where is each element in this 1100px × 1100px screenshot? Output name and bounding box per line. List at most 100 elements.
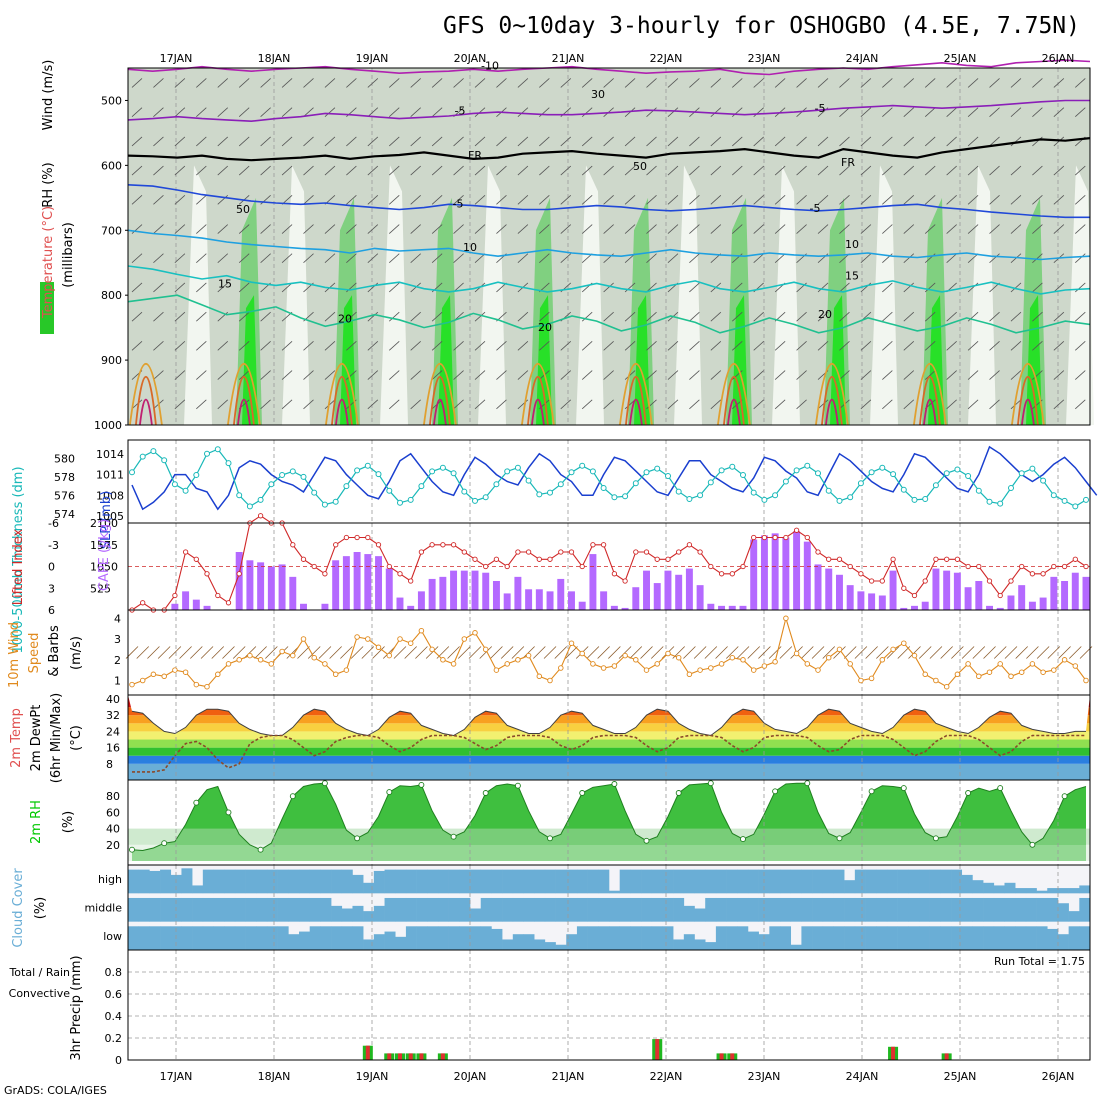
isotherm-20	[127, 294, 1091, 334]
wind-barb	[196, 311, 207, 322]
temp-tick-label: 16	[106, 742, 120, 755]
wind-barb	[603, 165, 614, 176]
wind-barb	[882, 195, 893, 205]
wind-barb	[946, 195, 957, 205]
rh-legend-swatch	[40, 282, 54, 334]
wind-barb	[431, 341, 443, 351]
wind10-marker	[332, 671, 339, 678]
wind-barb	[388, 253, 400, 264]
cape-bar	[342, 556, 350, 610]
wind-barb	[924, 136, 936, 147]
wind-barb	[581, 341, 593, 351]
cloud-middle-bar	[566, 897, 578, 922]
wind10-marker	[718, 661, 725, 667]
rh2m-axis-label: 2m RH	[29, 800, 44, 844]
wind-barb	[131, 136, 143, 147]
surface-wind-barb	[500, 646, 514, 659]
cloud-low-bar	[480, 926, 492, 950]
cloud-middle-bar	[1025, 897, 1037, 922]
wind-barb	[967, 253, 979, 264]
cape-bar	[568, 591, 575, 610]
cloud-low-bar	[534, 939, 546, 950]
rh2m-marker	[997, 785, 1004, 792]
li-marker	[568, 549, 575, 555]
cloud-low-bar	[555, 944, 567, 950]
surface-wind-barb	[918, 646, 932, 659]
thickness-marker	[257, 496, 264, 503]
wind-barb	[689, 165, 700, 176]
wind-barb	[153, 165, 164, 176]
wind-barb	[539, 107, 550, 117]
wind-barb	[581, 165, 593, 176]
surface-wind-barb	[436, 646, 450, 659]
thermal-contour	[429, 375, 451, 426]
cape-bar	[900, 607, 908, 610]
wind-barb	[1032, 107, 1043, 117]
wind-barb	[303, 253, 314, 264]
wind-barb	[260, 224, 271, 234]
thermal-contour	[521, 362, 555, 426]
cloud-middle-bar	[395, 897, 407, 922]
isotach-label: 50	[633, 160, 647, 173]
cloud-middle-bar	[619, 897, 631, 922]
isotherm-label: -5	[455, 105, 466, 118]
wind-barb	[474, 370, 486, 380]
cloud-high-bar	[598, 869, 610, 894]
wind10-marker	[1018, 669, 1025, 675]
wind-barb	[774, 136, 786, 147]
cape-bar	[600, 591, 608, 610]
surface-wind-barb	[801, 646, 814, 659]
date-label-top: 20JAN	[454, 52, 487, 65]
wind-barb	[217, 195, 229, 205]
thickness-marker	[632, 480, 639, 487]
temp-mask-above	[128, 695, 1090, 736]
wind-barb	[153, 195, 164, 205]
wind-barb	[624, 370, 636, 380]
wind-barb	[710, 78, 722, 88]
thickness-tick-label: 574	[54, 508, 75, 521]
wind10-marker	[611, 663, 618, 669]
cloud-low-bar	[416, 926, 428, 950]
wind-barb	[431, 311, 443, 322]
wind-barb	[474, 253, 486, 264]
date-label-bottom: 26JAN	[1042, 1070, 1075, 1083]
wind-barb	[539, 78, 550, 88]
thickness-marker	[857, 480, 864, 487]
thickness-marker	[268, 481, 275, 488]
cloud-low-bar	[972, 926, 984, 950]
cloud-high-bar	[812, 869, 824, 894]
wind-barb	[281, 282, 293, 293]
wind-barb	[174, 341, 186, 351]
cloud-high-bar	[641, 869, 653, 894]
wind-barb	[367, 136, 379, 147]
cloud-low-bar	[491, 928, 503, 950]
wind-barb	[303, 399, 314, 410]
wind-barb	[624, 78, 636, 88]
cloud-middle-bar	[683, 905, 695, 922]
cloud-middle-bar	[929, 897, 941, 922]
wind-barb	[667, 370, 679, 380]
rh-dry-column	[1066, 165, 1094, 425]
wind10-marker	[590, 661, 596, 667]
thickness-marker	[311, 489, 318, 496]
cloud-middle-bar	[1036, 897, 1048, 922]
li-marker	[536, 556, 542, 562]
cloud-layer-label: high	[98, 873, 122, 886]
rh2m-marker	[547, 835, 553, 842]
wind-barb	[817, 78, 829, 88]
wind-barb	[324, 165, 336, 176]
date-label-top: 18JAN	[258, 52, 291, 65]
wind-barb	[603, 78, 614, 88]
wind10-tick-label: 2	[114, 654, 121, 667]
surface-wind-barb	[1015, 646, 1028, 659]
wind-barb	[238, 78, 250, 88]
cloud-high-bar	[833, 869, 845, 894]
wind-barb	[581, 399, 593, 410]
li-marker	[740, 563, 746, 570]
surface-wind-barb	[511, 646, 525, 659]
li-marker	[397, 571, 403, 577]
wind-barb	[410, 370, 421, 380]
wind10-marker	[247, 652, 253, 659]
cloud-high-bar	[149, 870, 161, 894]
wind-barb	[817, 282, 829, 293]
